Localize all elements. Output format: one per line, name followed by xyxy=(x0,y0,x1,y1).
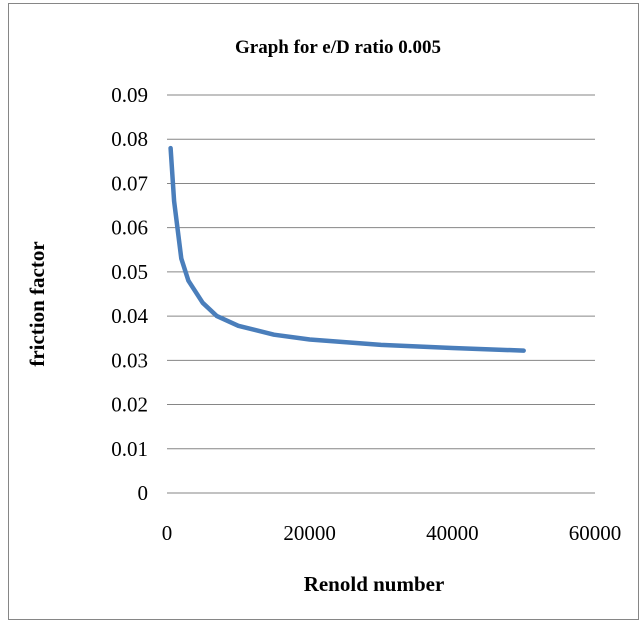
series-group xyxy=(168,145,526,353)
y-tick-label: 0.04 xyxy=(111,304,148,328)
gridlines xyxy=(167,94,595,450)
y-tick-label: 0 xyxy=(138,481,149,505)
x-tick-label: 0 xyxy=(162,521,173,545)
x-axis-label: Renold number xyxy=(304,572,445,596)
y-tick-label: 0.06 xyxy=(111,216,148,240)
chart-title: Graph for e/D ratio 0.005 xyxy=(235,37,441,58)
x-tick-label: 40000 xyxy=(426,521,479,545)
y-axis-label: friction factor xyxy=(25,241,49,366)
chart-frame: Graph for e/D ratio 0.005 0 0.01 0.02 0.03 0… xyxy=(8,3,639,620)
x-axis-ticks: 0 20000 40000 60000 xyxy=(162,521,622,545)
y-tick-label: 0.08 xyxy=(111,127,148,151)
y-tick-label: 0.01 xyxy=(111,437,148,461)
series-line xyxy=(168,145,526,353)
y-tick-label: 0.02 xyxy=(111,393,148,417)
y-tick-label: 0.05 xyxy=(111,260,148,284)
y-axis-ticks: 0 0.01 0.02 0.03 0.04 0.05 0.06 0.07 0.08 0.09 xyxy=(111,83,148,505)
line-chart: Graph for e/D ratio 0.005 00.010.020.030… xyxy=(25,37,622,596)
x-tick-label: 60000 xyxy=(569,521,622,545)
y-tick-label: 0.03 xyxy=(111,348,148,372)
x-tick-label: 20000 xyxy=(283,521,336,545)
y-tick-label: 0.09 xyxy=(111,83,148,107)
y-tick-label: 0.07 xyxy=(111,171,148,195)
